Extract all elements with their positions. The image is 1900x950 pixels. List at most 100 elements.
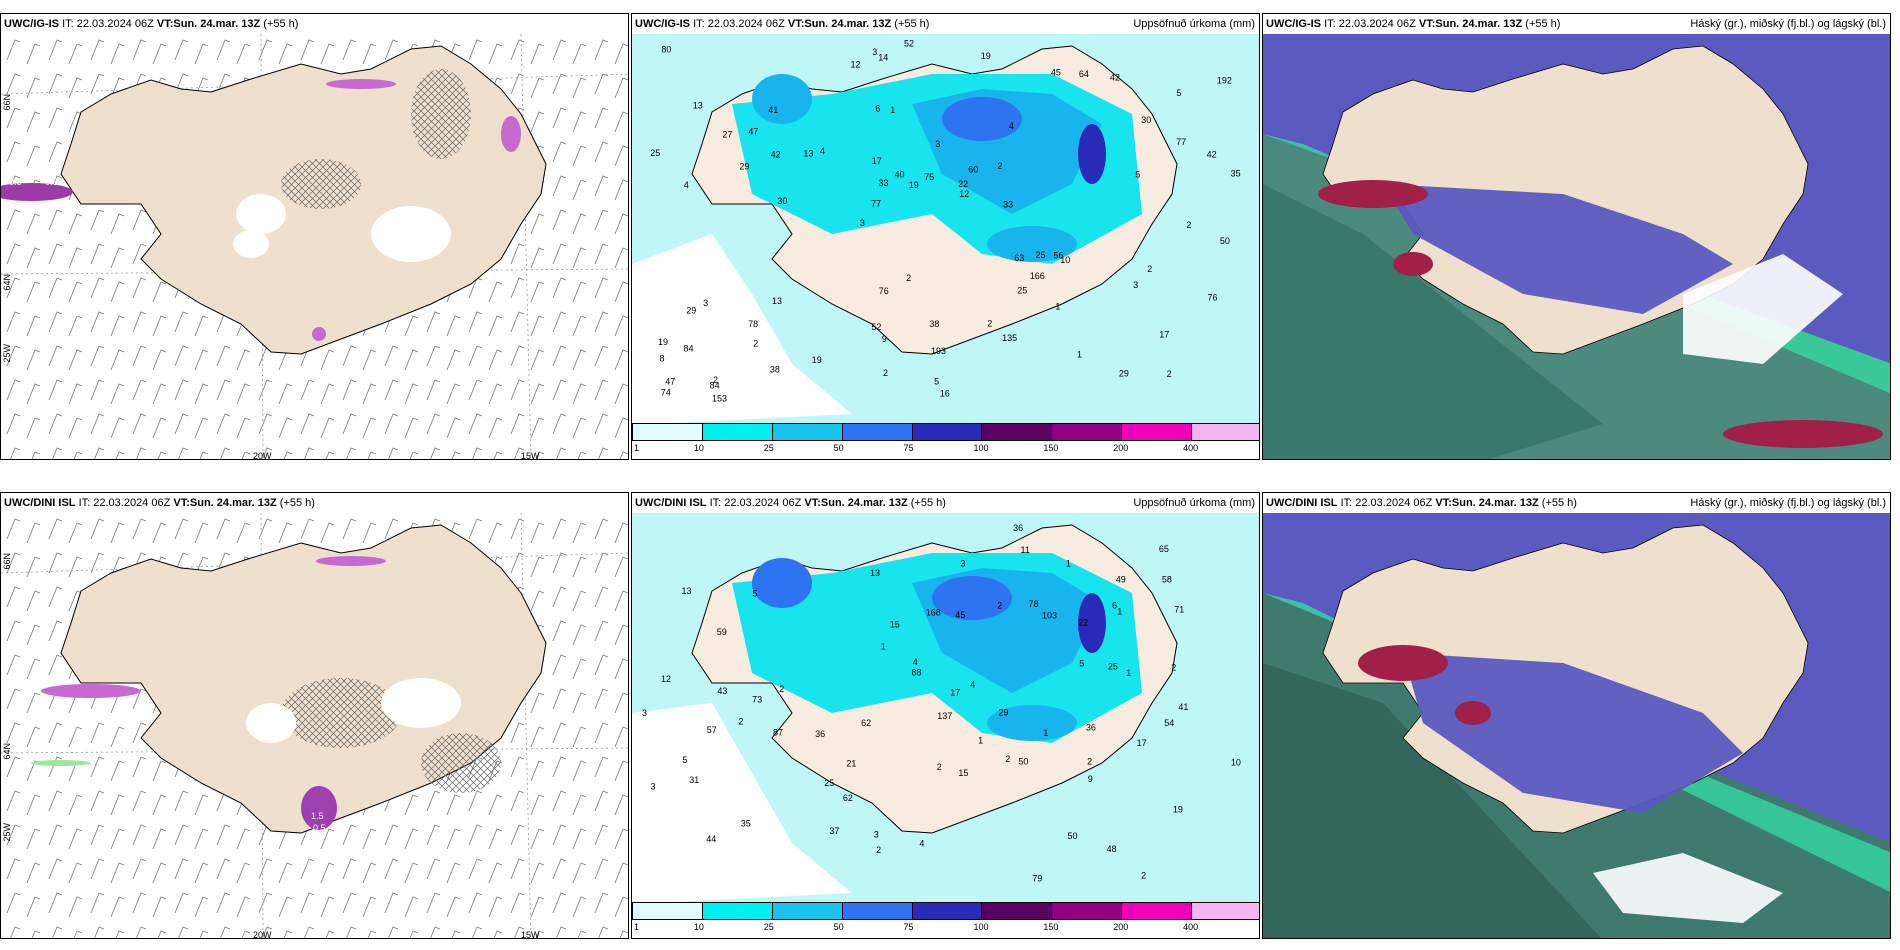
lon-15-label: 15W (521, 930, 540, 939)
valid-time: Sun. 24.mar. 13Z (804, 18, 892, 30)
colorbar-segment (911, 902, 983, 920)
precip-value-label: 166 (1030, 271, 1045, 281)
precip-value-label: 17 (872, 156, 882, 166)
precip-value-label: 44 (706, 834, 716, 844)
precip-value-label: 84 (710, 380, 720, 390)
precip-value-label: 10 (1060, 255, 1070, 265)
precip-value-label: 1 (1055, 302, 1060, 312)
precip-value-label: 4 (684, 180, 689, 190)
precip-value-label: 12 (661, 674, 671, 684)
precip-value-label: 30 (777, 196, 787, 206)
it-label: IT: (693, 18, 705, 30)
colorbar: 1 10 25 50 75 100 150 200 400 (632, 902, 1259, 938)
precip-value-label: 56 (1054, 251, 1064, 261)
precip-value-label: 42 (771, 149, 781, 159)
precip-value-label: 2 (738, 717, 743, 727)
precip-value-label: 5 (752, 588, 757, 598)
precip-value-label: 88 (912, 667, 922, 677)
precip-value-label: 4 (919, 839, 924, 849)
precip-value-label: 3 (703, 298, 708, 308)
precip-value-label: 80 (661, 45, 671, 55)
colorbar-tick: 75 (903, 922, 914, 932)
it-label: IT: (1324, 18, 1336, 30)
lead-time: (+55 h) (894, 18, 930, 30)
it-label: IT: (78, 497, 91, 509)
precip-value-label: 5 (1176, 88, 1181, 98)
precip-map: 2453426334821601013143563777752334145132… (632, 34, 1259, 425)
panel-precip-dini: UWC/DINI ISL IT: 22.03.2024 06Z VT:Sun. … (631, 492, 1260, 939)
precip-value-label: 1 (1077, 349, 1082, 359)
precip-value-label: 31 (689, 775, 699, 785)
precip-value-label: 3 (651, 781, 656, 791)
colorbar-tick: 1 (634, 443, 640, 453)
colorbar-tick: 400 (1183, 443, 1199, 453)
precip-value-label: 19 (1173, 805, 1183, 815)
precip-value-label: 36 (815, 729, 825, 739)
precip-value-label: 19 (909, 180, 919, 190)
precip-value-label: 4 (913, 657, 918, 667)
precip-value-label: 13 (803, 149, 813, 159)
precip-value-label: 25 (1108, 662, 1118, 672)
precip-value-label: 22 (958, 179, 968, 189)
colorbar-tick: 25 (763, 922, 774, 932)
precip-value-label: 1 (881, 642, 886, 652)
precip-value-label: 58 (1162, 574, 1172, 584)
precip-value-label: 60 (968, 165, 978, 175)
precip-value-label: 10 (1231, 758, 1241, 768)
field-title: Háský (gr.), miðský (fj.bl.) og lágský (… (1690, 497, 1886, 509)
precip-value-label: 4 (820, 146, 825, 156)
model-name: UWC/IG-IS (635, 18, 690, 30)
precip-value-label: 2 (987, 319, 992, 329)
precip-value-label: 6 (1112, 600, 1117, 610)
colorbar-tick: 100 (973, 443, 989, 453)
precip-value-label: 77 (871, 199, 881, 209)
colorbar-segment (911, 423, 983, 441)
precip-value-label: 75 (924, 172, 934, 182)
precip-value-label: 19 (658, 337, 668, 347)
precip-value-label: 2 (937, 762, 942, 772)
precip-value-label: 3 (872, 47, 877, 57)
wind-label-1: 0.6 (9, 177, 22, 187)
precip-value-label: 12 (851, 59, 861, 69)
cloud-map (1263, 513, 1890, 938)
panel-header: UWC/DINI ISL IT: 22.03.2024 06Z VT:Sun. … (1, 493, 628, 513)
precip-value-label: 12 (959, 189, 969, 199)
precip-value-label: 30 (1141, 115, 1151, 125)
precip-value-label: 2 (1186, 220, 1191, 230)
precip-value-label: 42 (1110, 72, 1120, 82)
field-title: Háský (gr.), miðský (fj.bl.) og lágský (… (1690, 18, 1886, 30)
colorbar-tick: 10 (693, 443, 704, 453)
precip-value-label: 3 (1133, 280, 1138, 290)
precip-value-label: 192 (1217, 76, 1232, 86)
colorbar-segment (632, 423, 703, 441)
vt-label: VT: (1435, 497, 1452, 509)
precip-value-label: 3 (960, 558, 965, 568)
precip-value-label: 29 (739, 162, 749, 172)
precip-value-label: 78 (748, 319, 758, 329)
colorbar-segment (701, 423, 773, 441)
it-label: IT: (1340, 497, 1353, 509)
colorbar-segment (1121, 902, 1193, 920)
colorbar-tick: 10 (693, 922, 704, 932)
precip-value-label: 29 (1119, 369, 1129, 379)
precip-value-label: 9 (1088, 774, 1093, 784)
panel-header: UWC/IG-IS IT: 22.03.2024 06Z VT:Sun. 24.… (1263, 14, 1890, 34)
colorbar-segment (771, 902, 843, 920)
precip-value-label: 21 (846, 759, 856, 769)
precip-value-label: 2 (753, 338, 758, 348)
precip-value-label: 87 (773, 728, 783, 738)
panel-header: UWC/IG-IS IT: 22.03.2024 06Z VT:Sun. 24.… (1, 14, 628, 34)
wind-map (1, 34, 628, 459)
precip-value-label: 11 (1021, 545, 1030, 555)
precip-value-label: 19 (812, 355, 822, 365)
precip-value-label: 2 (1171, 663, 1176, 673)
vt-label: VT: (1418, 18, 1436, 30)
precip-value-label: 40 (895, 169, 905, 179)
precip-value-label: 63 (1014, 253, 1024, 263)
precip-value-label: 59 (717, 627, 727, 637)
model-name: UWC/IG-IS (4, 18, 59, 30)
precip-value-label: 2 (1167, 369, 1172, 379)
precip-value-label: 84 (684, 344, 694, 354)
valid-time: Sun. 24.mar. 13Z (173, 18, 261, 30)
